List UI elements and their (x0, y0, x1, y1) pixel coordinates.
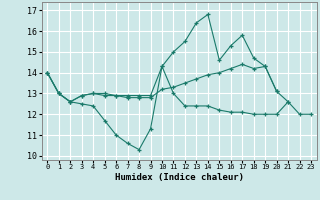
X-axis label: Humidex (Indice chaleur): Humidex (Indice chaleur) (115, 173, 244, 182)
